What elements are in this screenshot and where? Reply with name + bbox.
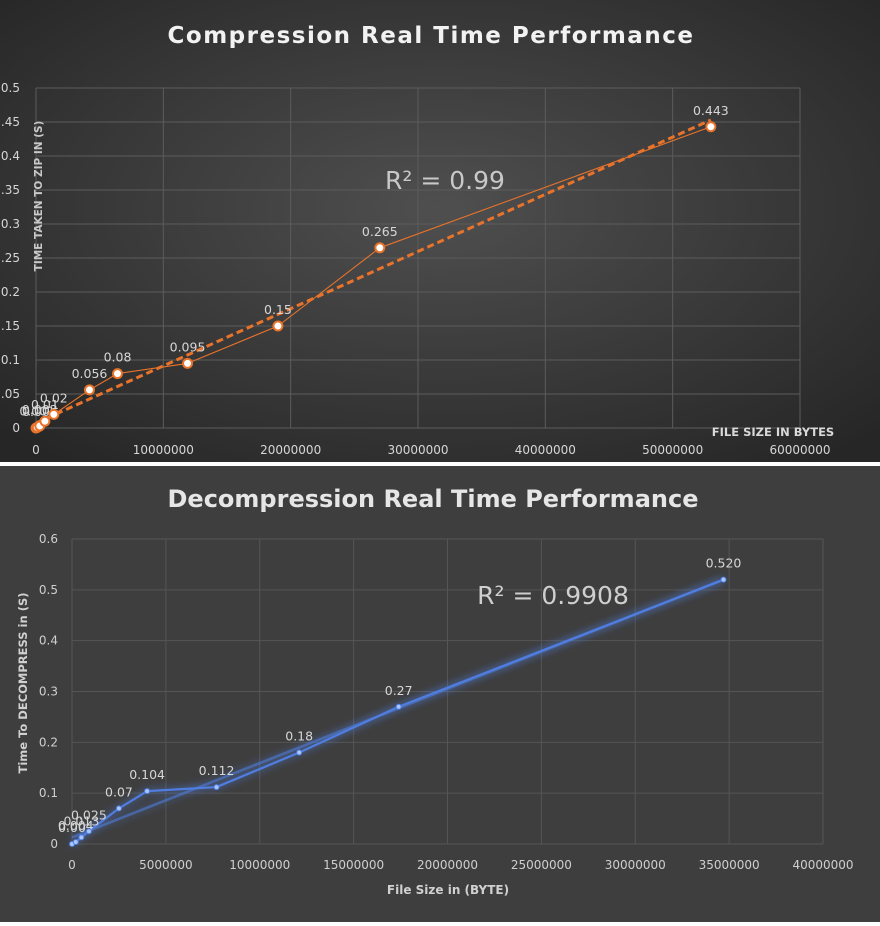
y-tick-label: 0: [12, 421, 20, 435]
data-label: 0.18: [285, 729, 313, 744]
x-tick-label: 20000000: [417, 858, 478, 872]
data-label: 0.004: [58, 818, 94, 833]
data-point: [720, 576, 727, 583]
x-tick-label: 50000000: [642, 443, 703, 457]
data-label: 0.01: [31, 397, 59, 412]
data-point: [705, 121, 717, 133]
y-tick-label: 0.1: [39, 786, 58, 800]
x-tick-label: 25000000: [511, 858, 572, 872]
data-point: [78, 834, 85, 841]
data-point: [115, 805, 122, 812]
y-tick-label: .25: [1, 251, 20, 265]
y-tick-label: 0.5: [1, 81, 20, 95]
data-point: [83, 384, 95, 396]
x-tick-label: 40000000: [515, 443, 576, 457]
y-tick-label: 0.4: [1, 149, 20, 163]
x-tick-label: 15000000: [323, 858, 384, 872]
data-point: [72, 838, 79, 845]
y-tick-label: .45: [1, 115, 20, 129]
data-point: [39, 415, 51, 427]
decompression-chart-r-squared: R² = 0.9908: [477, 581, 629, 610]
decompression-chart-xlabel: File Size in (BYTE): [387, 883, 509, 897]
compression-chart-r-squared: R² = 0.99: [385, 166, 505, 195]
decompression-chart-ylabel: Time To DECOMPRESS in (S): [16, 593, 30, 774]
x-tick-label: 40000000: [792, 858, 853, 872]
y-tick-label: 0.2: [39, 735, 58, 749]
y-tick-label: 0: [50, 837, 58, 851]
data-label: 0.27: [385, 683, 413, 698]
data-point: [48, 408, 60, 420]
x-tick-label: 35000000: [699, 858, 760, 872]
decompression-chart-svg: Decompression Real Time Performance 0 0.1…: [0, 466, 880, 922]
data-label: 0.095: [170, 339, 206, 354]
data-label: 0.025: [71, 807, 107, 822]
y-tick-label: 0.4: [39, 634, 58, 648]
x-tick-label: 10000000: [229, 858, 290, 872]
data-point: [85, 828, 92, 835]
data-label: 0.104: [129, 767, 165, 782]
data-point: [374, 242, 386, 254]
y-tick-label: .15: [1, 319, 20, 333]
compression-chart-svg: Compression Real Time Performance 0.050.…: [0, 0, 880, 462]
data-label: 0.15: [264, 302, 292, 317]
decompression-chart-title: Decompression Real Time Performance: [168, 485, 699, 513]
data-point: [182, 357, 194, 369]
x-tick-label: 0: [68, 858, 76, 872]
data-label: 0.013: [63, 813, 99, 828]
compression-chart-title: Compression Real Time Performance: [168, 23, 695, 49]
decompression-chart: Decompression Real Time Performance 0 0.1…: [0, 466, 880, 922]
data-label: 0.07: [105, 784, 133, 799]
data-point: [144, 788, 151, 795]
trendline: [35, 118, 712, 425]
data-label: 0.00: [22, 404, 50, 419]
x-tick-label: 0: [32, 443, 40, 457]
x-tick-label: 30000000: [605, 858, 666, 872]
data-label: 0.056: [72, 366, 108, 381]
y-tick-label: 0.3: [1, 217, 20, 231]
data-label: 0.00: [58, 820, 86, 835]
data-label: 0.265: [362, 224, 398, 239]
compression-chart-xlabel: FILE SIZE IN BYTES: [712, 425, 834, 439]
x-tick-label: 20000000: [260, 443, 321, 457]
series-line: [71, 578, 724, 845]
decompression-chart-background: [0, 466, 880, 922]
data-point: [272, 320, 284, 332]
compression-chart-background: [0, 0, 880, 462]
y-tick-label: 0.2: [1, 285, 20, 299]
x-tick-label: 60000000: [769, 443, 830, 457]
data-point: [111, 368, 123, 380]
data-label: 0.08: [104, 350, 132, 365]
data-point: [296, 749, 303, 756]
y-tick-label: .35: [1, 183, 20, 197]
data-label: 0.112: [199, 763, 235, 778]
y-tick-label: 0.3: [39, 685, 58, 699]
compression-chart-ylabel: TIME TAKEN TO ZIP IN (S): [33, 121, 45, 272]
y-tick-label: .05: [1, 387, 20, 401]
y-tick-label: 0.6: [39, 532, 58, 546]
y-tick-label: 0.1: [1, 353, 20, 367]
data-point: [213, 784, 220, 791]
y-tick-label: 0.5: [39, 583, 58, 597]
data-label: 0.02: [40, 390, 68, 405]
data-point: [395, 703, 402, 710]
data-label: 0.443: [693, 103, 729, 118]
x-tick-label: 5000000: [139, 858, 192, 872]
compression-chart: Compression Real Time Performance 0.05 0.…: [0, 0, 880, 462]
x-tick-label: 10000000: [133, 443, 194, 457]
data-label: 0.001: [19, 403, 55, 418]
x-tick-label: 30000000: [387, 443, 448, 457]
data-label: 0.520: [706, 556, 742, 571]
